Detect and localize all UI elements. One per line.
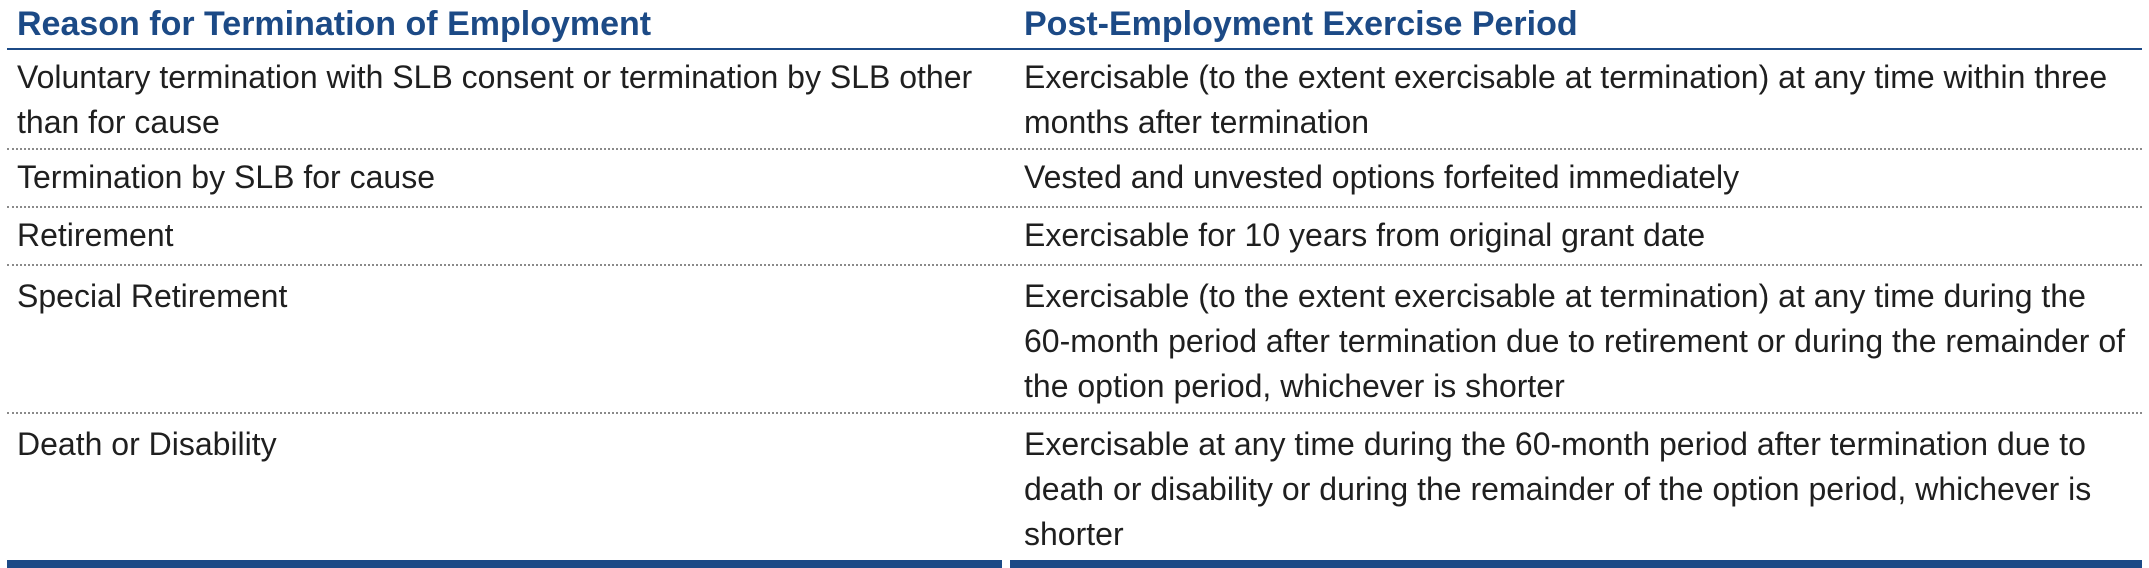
table-row: Termination by SLB for cause Vested and … <box>7 150 2142 208</box>
period-cell: Exercisable at any time during the 60-mo… <box>1024 426 2092 552</box>
reason-cell: Death or Disability <box>17 426 277 462</box>
table-row: Retirement Exercisable for 10 years from… <box>7 208 2142 266</box>
table-header-row: Reason for Termination of Employment Pos… <box>7 0 2142 50</box>
table-bottom-rule <box>7 560 2142 568</box>
reason-cell: Voluntary termination with SLB consent o… <box>17 59 973 140</box>
header-period: Post-Employment Exercise Period <box>1024 5 1578 43</box>
period-cell: Exercisable (to the extent exercisable a… <box>1024 278 2126 404</box>
header-reason: Reason for Termination of Employment <box>17 5 652 43</box>
period-cell: Exercisable (to the extent exercisable a… <box>1024 59 2108 140</box>
header-column-gap <box>1007 0 1017 48</box>
reason-cell: Termination by SLB for cause <box>17 159 435 195</box>
reason-cell: Special Retirement <box>17 278 288 314</box>
reason-cell: Retirement <box>17 217 174 253</box>
table-bottom-rule-gap <box>1002 560 1010 568</box>
table-row: Death or Disability Exercisable at any t… <box>7 414 2142 568</box>
period-cell: Exercisable for 10 years from original g… <box>1024 217 1706 253</box>
table-row: Special Retirement Exercisable (to the e… <box>7 266 2142 414</box>
period-cell: Vested and unvested options forfeited im… <box>1024 159 1740 195</box>
table-row: Voluntary termination with SLB consent o… <box>7 50 2142 150</box>
